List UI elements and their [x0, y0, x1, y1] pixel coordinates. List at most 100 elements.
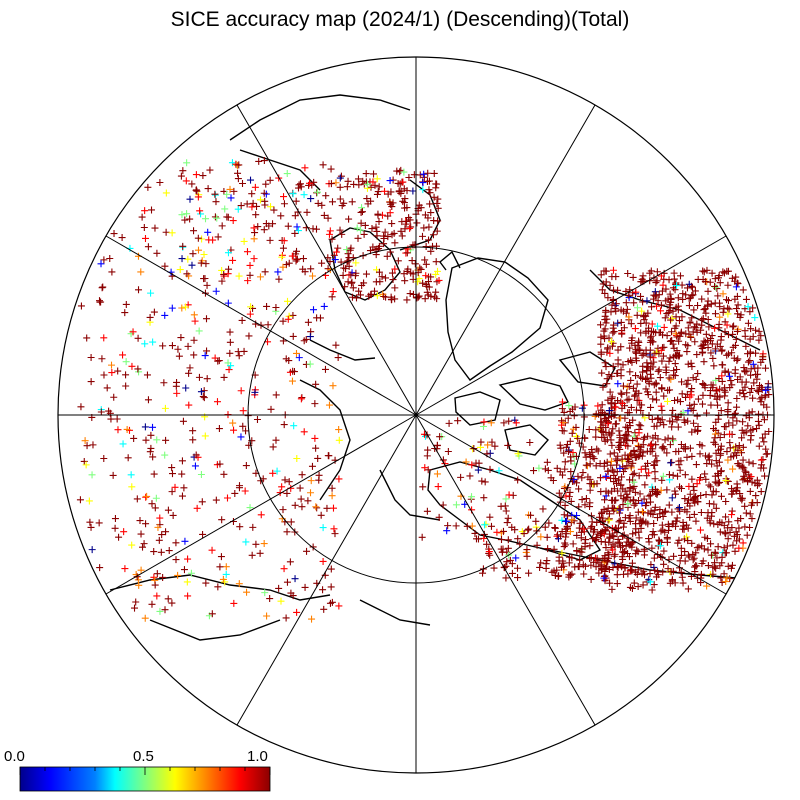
- accuracy-marker: [491, 442, 499, 450]
- accuracy-marker: [151, 504, 159, 512]
- accuracy-marker: [670, 367, 678, 375]
- accuracy-marker: [666, 441, 674, 449]
- accuracy-marker: [114, 367, 122, 375]
- accuracy-marker: [340, 264, 348, 272]
- accuracy-marker: [700, 358, 708, 366]
- accuracy-marker: [754, 417, 762, 425]
- accuracy-marker: [406, 290, 414, 298]
- accuracy-marker: [667, 459, 675, 467]
- accuracy-marker: [203, 281, 211, 289]
- accuracy-marker: [434, 217, 442, 225]
- accuracy-marker: [726, 444, 734, 452]
- accuracy-marker: [610, 552, 618, 560]
- accuracy-marker: [388, 203, 396, 211]
- accuracy-marker: [565, 573, 573, 581]
- accuracy-marker: [332, 341, 340, 349]
- accuracy-marker: [691, 568, 699, 576]
- accuracy-marker: [650, 563, 658, 571]
- accuracy-marker: [537, 533, 545, 541]
- accuracy-marker: [575, 485, 583, 493]
- accuracy-marker: [220, 373, 228, 381]
- accuracy-marker: [663, 332, 671, 340]
- accuracy-marker: [344, 177, 352, 185]
- accuracy-marker: [408, 257, 416, 265]
- accuracy-marker: [398, 232, 406, 240]
- accuracy-marker: [307, 477, 315, 485]
- accuracy-marker: [404, 245, 412, 253]
- accuracy-marker: [731, 295, 739, 303]
- accuracy-marker: [220, 470, 228, 478]
- accuracy-marker: [234, 175, 242, 183]
- accuracy-marker: [697, 508, 705, 516]
- accuracy-marker: [728, 349, 736, 357]
- accuracy-marker: [617, 481, 625, 489]
- accuracy-marker: [645, 378, 653, 386]
- accuracy-marker: [111, 524, 119, 532]
- accuracy-marker: [180, 484, 188, 492]
- accuracy-marker: [714, 543, 722, 551]
- accuracy-marker: [269, 443, 277, 451]
- accuracy-marker: [500, 419, 508, 427]
- accuracy-marker: [659, 472, 667, 480]
- accuracy-marker: [393, 167, 401, 175]
- accuracy-marker: [444, 522, 452, 530]
- accuracy-marker: [665, 276, 673, 284]
- accuracy-marker: [504, 514, 512, 522]
- accuracy-marker: [269, 220, 277, 228]
- accuracy-marker: [632, 520, 640, 528]
- accuracy-marker: [642, 349, 650, 357]
- accuracy-marker: [725, 518, 733, 526]
- accuracy-marker: [226, 338, 234, 346]
- accuracy-marker: [417, 204, 425, 212]
- accuracy-marker: [234, 205, 242, 213]
- accuracy-marker: [185, 369, 193, 377]
- accuracy-marker: [684, 360, 692, 368]
- accuracy-marker: [673, 282, 681, 290]
- accuracy-marker: [336, 183, 344, 191]
- accuracy-marker: [323, 504, 331, 512]
- accuracy-marker: [143, 492, 151, 500]
- accuracy-marker: [558, 528, 566, 536]
- accuracy-marker: [714, 446, 722, 454]
- accuracy-marker: [755, 327, 763, 335]
- accuracy-marker: [712, 504, 720, 512]
- accuracy-marker: [425, 236, 433, 244]
- accuracy-marker: [609, 546, 617, 554]
- accuracy-marker: [733, 305, 741, 313]
- accuracy-marker: [688, 363, 696, 371]
- accuracy-marker: [718, 361, 726, 369]
- accuracy-marker: [659, 509, 667, 517]
- accuracy-marker: [486, 465, 494, 473]
- accuracy-marker: [246, 271, 254, 279]
- accuracy-marker: [289, 332, 297, 340]
- accuracy-marker: [635, 472, 643, 480]
- accuracy-marker: [327, 565, 335, 573]
- accuracy-marker: [328, 492, 336, 500]
- accuracy-marker: [245, 332, 253, 340]
- accuracy-marker: [352, 269, 360, 277]
- accuracy-marker: [625, 553, 633, 561]
- accuracy-marker: [712, 564, 720, 572]
- accuracy-marker: [677, 551, 685, 559]
- accuracy-marker: [346, 246, 354, 254]
- accuracy-marker: [597, 406, 605, 414]
- accuracy-marker: [616, 434, 624, 442]
- accuracy-marker: [266, 236, 274, 244]
- accuracy-marker: [624, 456, 632, 464]
- accuracy-marker: [603, 563, 611, 571]
- accuracy-marker: [239, 179, 247, 187]
- accuracy-marker: [717, 442, 725, 450]
- accuracy-marker: [729, 465, 737, 473]
- accuracy-marker: [425, 283, 433, 291]
- accuracy-marker: [570, 412, 578, 420]
- accuracy-marker: [674, 306, 682, 314]
- accuracy-marker: [582, 453, 590, 461]
- accuracy-marker: [636, 401, 644, 409]
- accuracy-marker: [319, 557, 327, 565]
- accuracy-marker: [646, 370, 654, 378]
- accuracy-marker: [141, 234, 149, 242]
- accuracy-marker: [623, 305, 631, 313]
- accuracy-marker: [729, 421, 737, 429]
- accuracy-marker: [702, 491, 710, 499]
- accuracy-marker: [675, 457, 683, 465]
